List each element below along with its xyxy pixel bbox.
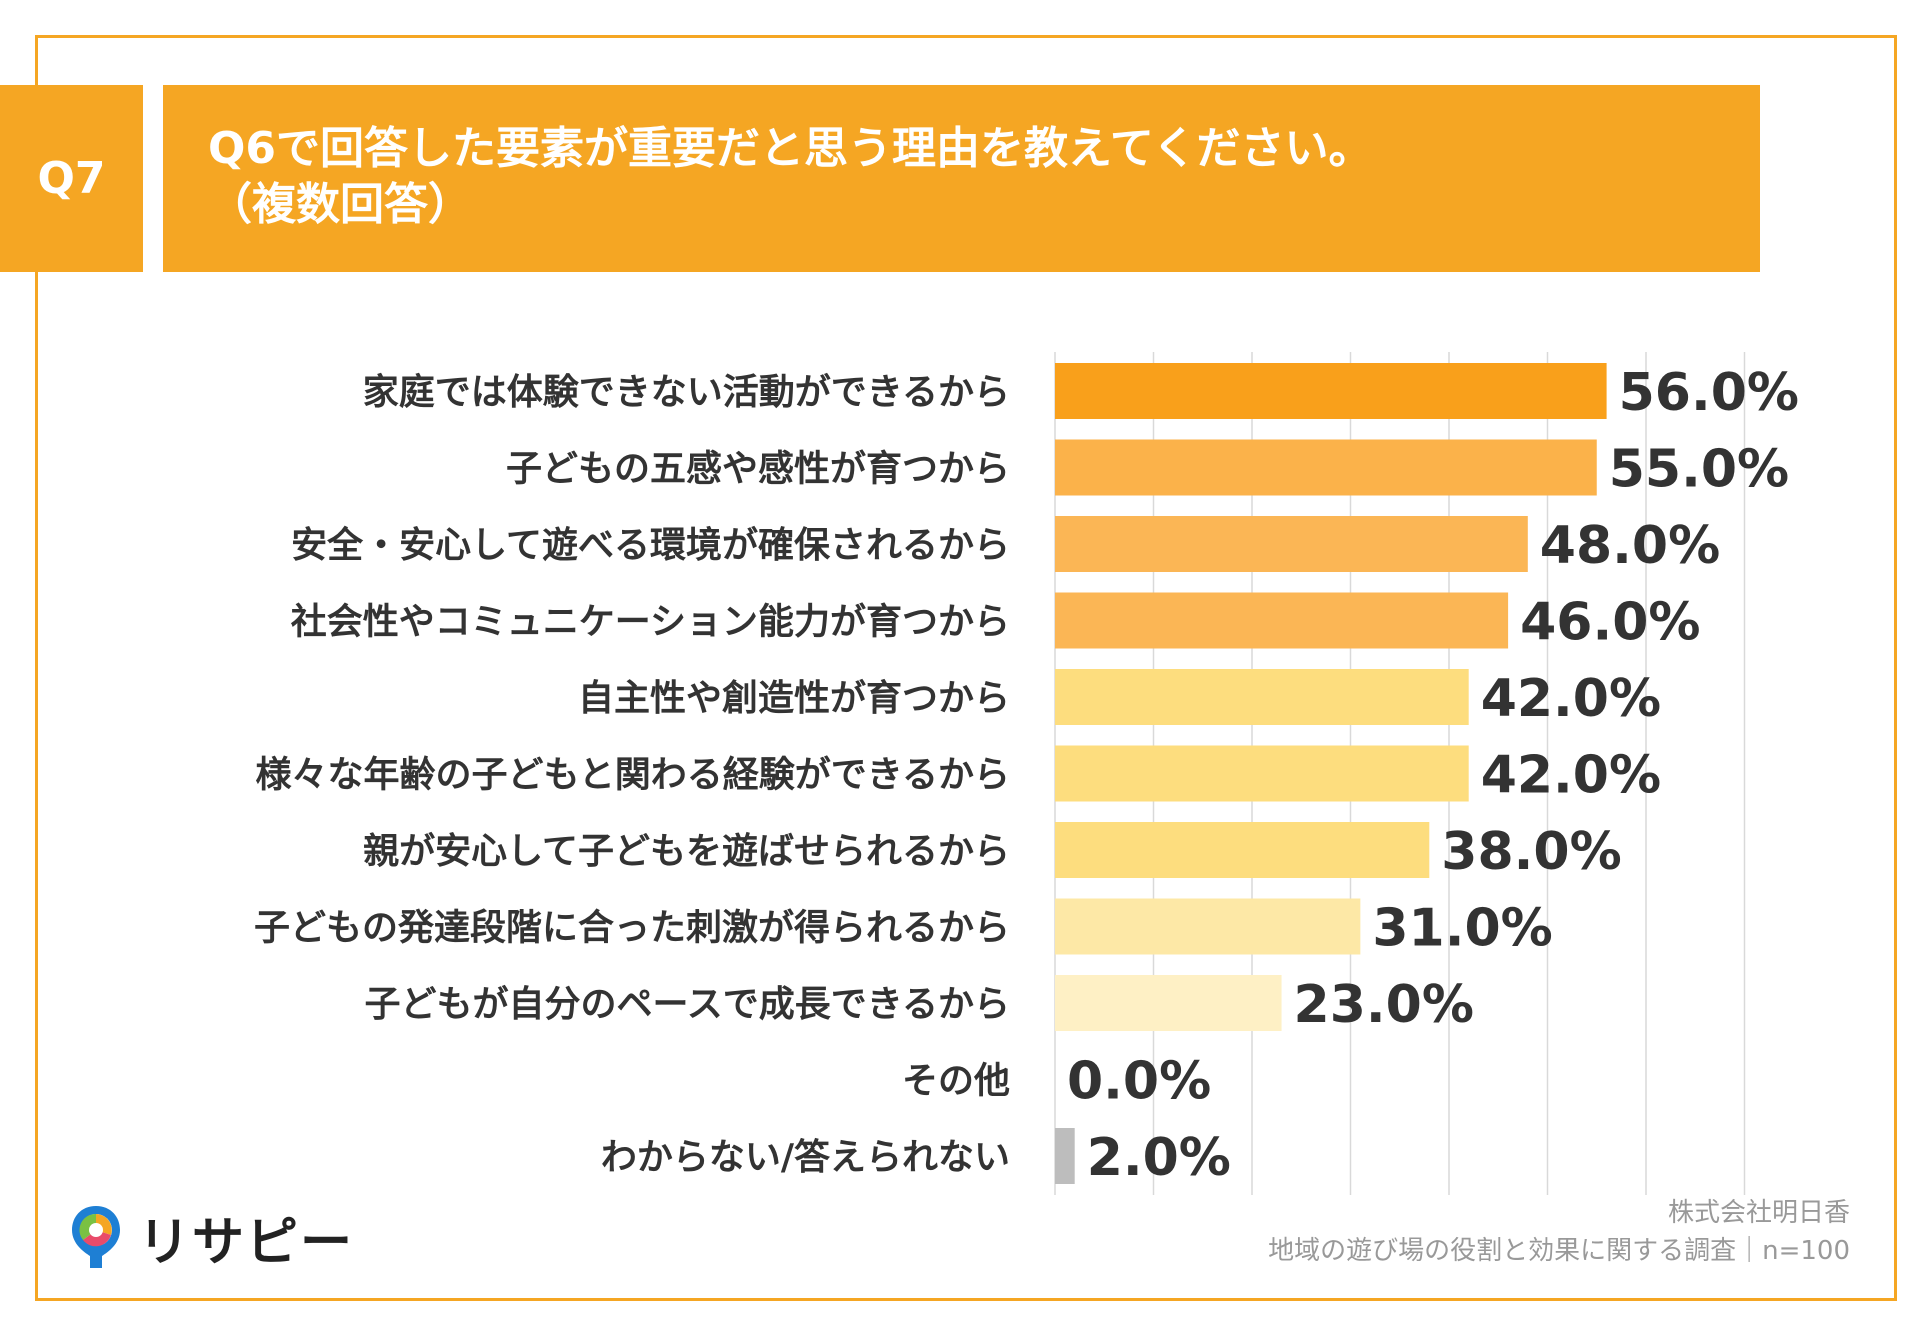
value-label: 38.0%: [1441, 822, 1621, 882]
category-label: その他: [902, 1061, 1010, 1102]
category-label: 家庭では体験できない活動ができるから: [363, 372, 1010, 413]
bar: [1055, 669, 1469, 725]
source-company: 株式会社明日香: [1667, 1198, 1850, 1228]
bar: [1055, 363, 1607, 419]
source-note: 株式会社明日香 地域の遊び場の役割と効果に関する調査｜n=100: [1268, 1194, 1850, 1270]
value-label: 2.0%: [1087, 1128, 1231, 1188]
value-label: 42.0%: [1481, 669, 1661, 729]
bar: [1055, 975, 1282, 1031]
value-label: 31.0%: [1372, 899, 1552, 959]
category-label: 子どもの発達段階に合った刺激が得られるから: [254, 908, 1010, 949]
outer-frame: [35, 35, 1897, 1301]
value-label: 46.0%: [1520, 593, 1700, 653]
value-label: 23.0%: [1294, 975, 1474, 1035]
bar: [1055, 822, 1430, 878]
question-badge: Q7: [0, 85, 143, 272]
category-label: 親が安心して子どもを遊ばせられるから: [363, 831, 1010, 872]
category-label: 様々な年齢の子どもと関わる経験ができるから: [255, 755, 1010, 796]
category-label: 社会性やコミュニケーション能力が育つから: [291, 602, 1010, 643]
value-label: 42.0%: [1481, 746, 1661, 806]
category-label: 子どもの五感や感性が育つから: [506, 449, 1010, 490]
bar: [1055, 516, 1528, 572]
category-label: 安全・安心して遊べる環境が確保されるから: [291, 524, 1010, 566]
bar: [1055, 439, 1597, 496]
value-label: 48.0%: [1540, 516, 1720, 576]
value-label: 55.0%: [1609, 440, 1789, 500]
value-label: 56.0%: [1619, 363, 1799, 423]
bar: [1055, 898, 1361, 955]
source-survey: 地域の遊び場の役割と効果に関する調査｜n=100: [1268, 1236, 1850, 1266]
value-label: 0.0%: [1067, 1052, 1211, 1112]
category-label: わからない/答えられない: [601, 1137, 1010, 1178]
brand-logo: リサピー: [68, 1202, 355, 1273]
bar: [1055, 1128, 1075, 1184]
location-pin-logo-icon: [72, 1206, 120, 1268]
question-title-line2: （複数回答）: [208, 179, 472, 230]
category-label: 自主性や創造性が育つから: [578, 678, 1010, 719]
category-label: 子どもが自分のペースで成長できるから: [365, 984, 1010, 1025]
question-title: Q6で回答した要素が重要だと思う理由を教えてください。 （複数回答）: [163, 85, 1760, 272]
question-title-line1: Q6で回答した要素が重要だと思う理由を教えてください。: [208, 123, 1373, 174]
logo-text: リサピー: [138, 1212, 355, 1273]
bar: [1055, 745, 1469, 802]
bar: [1055, 592, 1509, 649]
